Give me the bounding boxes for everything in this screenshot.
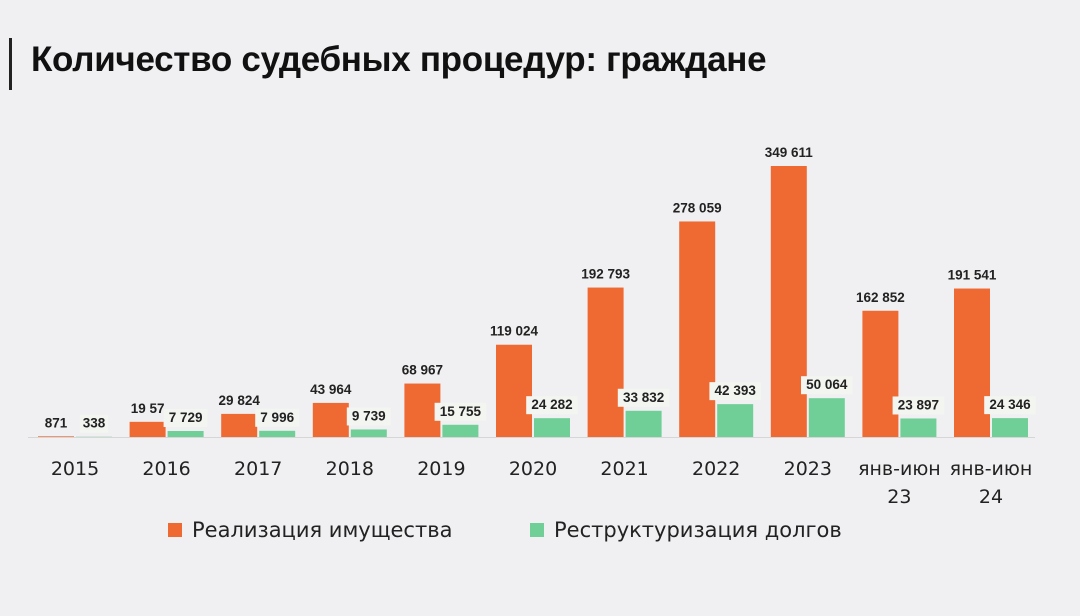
category-label: 2020: [509, 458, 557, 480]
category-label: янв-июн: [858, 458, 941, 480]
legend-swatch-green: [530, 523, 544, 537]
data-label: 42 393: [715, 383, 757, 398]
bar-restructuring: [442, 424, 479, 437]
bar-realization: [312, 402, 349, 437]
bar-restructuring: [350, 429, 387, 437]
data-label: 50 064: [806, 377, 848, 392]
bar-restructuring: [992, 418, 1028, 437]
category-label: 2022: [692, 458, 740, 480]
category-label: 24: [979, 486, 1003, 508]
data-label: 7 729: [169, 410, 203, 425]
legend-item-restructuring: Реструктуризация долгов: [530, 518, 842, 542]
category-label: 2023: [784, 458, 832, 480]
data-label: 33 832: [623, 390, 664, 405]
data-label: 68 967: [402, 363, 443, 378]
data-label: 24 282: [531, 397, 572, 412]
bar-realization: [38, 436, 74, 437]
bar-restructuring: [717, 404, 754, 437]
category-label: янв-июн: [950, 458, 1033, 480]
data-label: 192 793: [581, 267, 630, 282]
bar-realization: [129, 421, 166, 437]
data-label: 119 024: [490, 324, 539, 339]
data-label-bg: [801, 376, 853, 395]
bar-realization: [862, 310, 899, 437]
legend-label: Реструктуризация долгов: [554, 518, 842, 542]
category-label: 2015: [51, 458, 99, 480]
data-label: 23 897: [898, 397, 939, 412]
data-label-bg: [79, 414, 109, 433]
data-label: 7 996: [260, 410, 294, 425]
data-label-bg: [984, 396, 1036, 415]
bar-restructuring: [259, 430, 296, 437]
data-label: 162 852: [856, 290, 905, 305]
data-label-bg: [255, 408, 300, 427]
data-label-bg: [709, 382, 761, 401]
data-label: 9 739: [352, 408, 386, 423]
data-label-bg: [892, 396, 945, 415]
data-label: 349 611: [765, 145, 814, 160]
data-label: 871: [45, 415, 68, 430]
bar-restructuring: [808, 398, 845, 437]
data-label: 19 57: [131, 401, 165, 416]
data-label-bg: [434, 402, 487, 421]
data-label-bg: [163, 409, 208, 428]
bar-realization: [679, 221, 716, 437]
bar-realization: [770, 166, 807, 437]
data-label: 43 964: [310, 382, 352, 397]
legend-swatch-orange: [168, 523, 182, 537]
bar-restructuring: [167, 431, 204, 437]
data-label: 338: [83, 416, 106, 431]
bar-realization: [221, 413, 258, 437]
bar-realization: [496, 344, 532, 437]
category-label: 2017: [234, 458, 282, 480]
bar-restructuring: [534, 418, 570, 437]
legend-item-realization: Реализация имущества: [168, 518, 452, 542]
data-label: 24 346: [989, 397, 1031, 412]
bar-restructuring: [900, 418, 937, 437]
category-label: 2021: [600, 458, 648, 480]
title-accent-bar: [9, 38, 12, 90]
category-label: 2018: [326, 458, 374, 480]
category-label: 2019: [417, 458, 465, 480]
data-label: 29 824: [219, 393, 261, 408]
category-label: 2016: [142, 458, 190, 480]
bar-realization: [587, 287, 624, 437]
data-label: 191 541: [948, 268, 997, 283]
page-title: Количество судебных процедур: граждане: [31, 40, 767, 79]
data-label-bg: [617, 388, 670, 407]
bar-restructuring: [625, 410, 662, 437]
category-label: 23: [887, 486, 911, 508]
data-label-bg: [526, 396, 578, 415]
data-label: 15 755: [440, 404, 482, 419]
data-label-bg: [346, 407, 391, 426]
bar-realization: [404, 383, 441, 437]
data-label: 278 059: [673, 200, 722, 215]
bar-realization: [954, 288, 990, 437]
legend-label: Реализация имущества: [192, 518, 453, 542]
